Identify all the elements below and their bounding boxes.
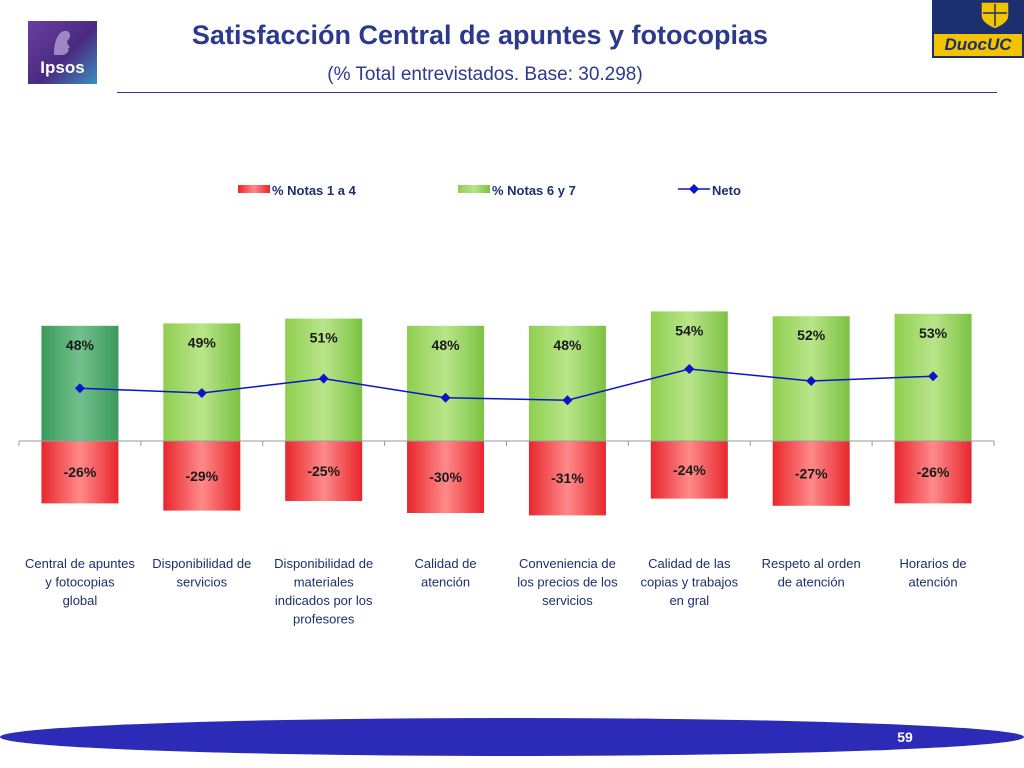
positive-data-label: 52% (797, 327, 826, 343)
duocuc-logo: DuocUC (932, 0, 1024, 58)
page-title: Satisfacción Central de apuntes y fotoco… (191, 20, 769, 50)
ipsos-logo: Ipsos (28, 21, 97, 84)
duocuc-logo-text: DuocUC (934, 34, 1022, 56)
neto-point (684, 364, 695, 374)
legend-label: % Notas 1 a 4 (272, 183, 357, 198)
neto-point (74, 383, 85, 394)
negative-bar (285, 441, 363, 501)
legend-label: Neto (712, 183, 741, 198)
legend-swatch (238, 185, 270, 193)
neto-point (440, 392, 451, 403)
positive-data-label: 53% (919, 325, 948, 341)
negative-bar (407, 441, 485, 513)
negative-data-label: -29% (185, 468, 218, 484)
positive-bar (407, 325, 485, 441)
negative-data-label: -27% (795, 465, 828, 481)
neto-point (928, 371, 939, 382)
negative-bar (772, 441, 850, 506)
neto-point (318, 373, 329, 384)
title-divider (117, 92, 997, 93)
positive-data-label: 51% (310, 330, 339, 346)
negative-bar (41, 441, 119, 504)
negative-data-label: -26% (917, 464, 950, 480)
category-label: Disponibilidad de materiales indicados por… (274, 556, 373, 627)
negative-data-label: -31% (551, 470, 584, 486)
positive-data-label: 48% (432, 337, 461, 353)
neto-point (806, 376, 817, 386)
category-label: Calidad de atención (414, 556, 476, 590)
page-subtitle: (% Total entrevistados. Base: 30.298) (327, 64, 643, 85)
crest-icon (980, 1, 1010, 30)
negative-data-label: -30% (429, 469, 462, 485)
positive-data-label: 48% (66, 337, 95, 353)
negative-data-label: -26% (64, 464, 97, 480)
neto-point (196, 388, 207, 398)
negative-data-label: -24% (673, 462, 706, 478)
page-number: 59 (897, 729, 913, 745)
legend-marker (689, 184, 699, 194)
category-label: Calidad de las copias y trabajos en gral (641, 556, 739, 608)
negative-bar (163, 441, 241, 511)
category-label: Conveniencia de los precios de los servici… (517, 556, 618, 608)
positive-bar (163, 323, 241, 441)
footer-bar (0, 718, 1024, 756)
category-label: Respeto al orden de atención (762, 556, 861, 590)
neto-line (79, 368, 934, 401)
ipsos-mark-icon (54, 30, 71, 55)
negative-bar (528, 441, 606, 516)
positive-data-label: 49% (188, 334, 217, 350)
neto-point (562, 395, 573, 406)
category-label: Disponibilidad de servicios (152, 556, 251, 590)
negative-data-label: -25% (307, 463, 340, 479)
positive-data-label: 48% (553, 337, 582, 353)
legend-swatch (458, 185, 490, 193)
negative-bar (650, 441, 728, 499)
ipsos-logo-text: Ipsos (40, 58, 85, 77)
category-label: Horarios de atención (899, 556, 966, 590)
positive-bar (528, 325, 606, 441)
category-label: Central de apuntes y fotocopias global (25, 556, 135, 608)
legend-label: % Notas 6 y 7 (492, 183, 576, 198)
negative-bar (894, 441, 972, 504)
positive-data-label: 54% (675, 322, 704, 338)
